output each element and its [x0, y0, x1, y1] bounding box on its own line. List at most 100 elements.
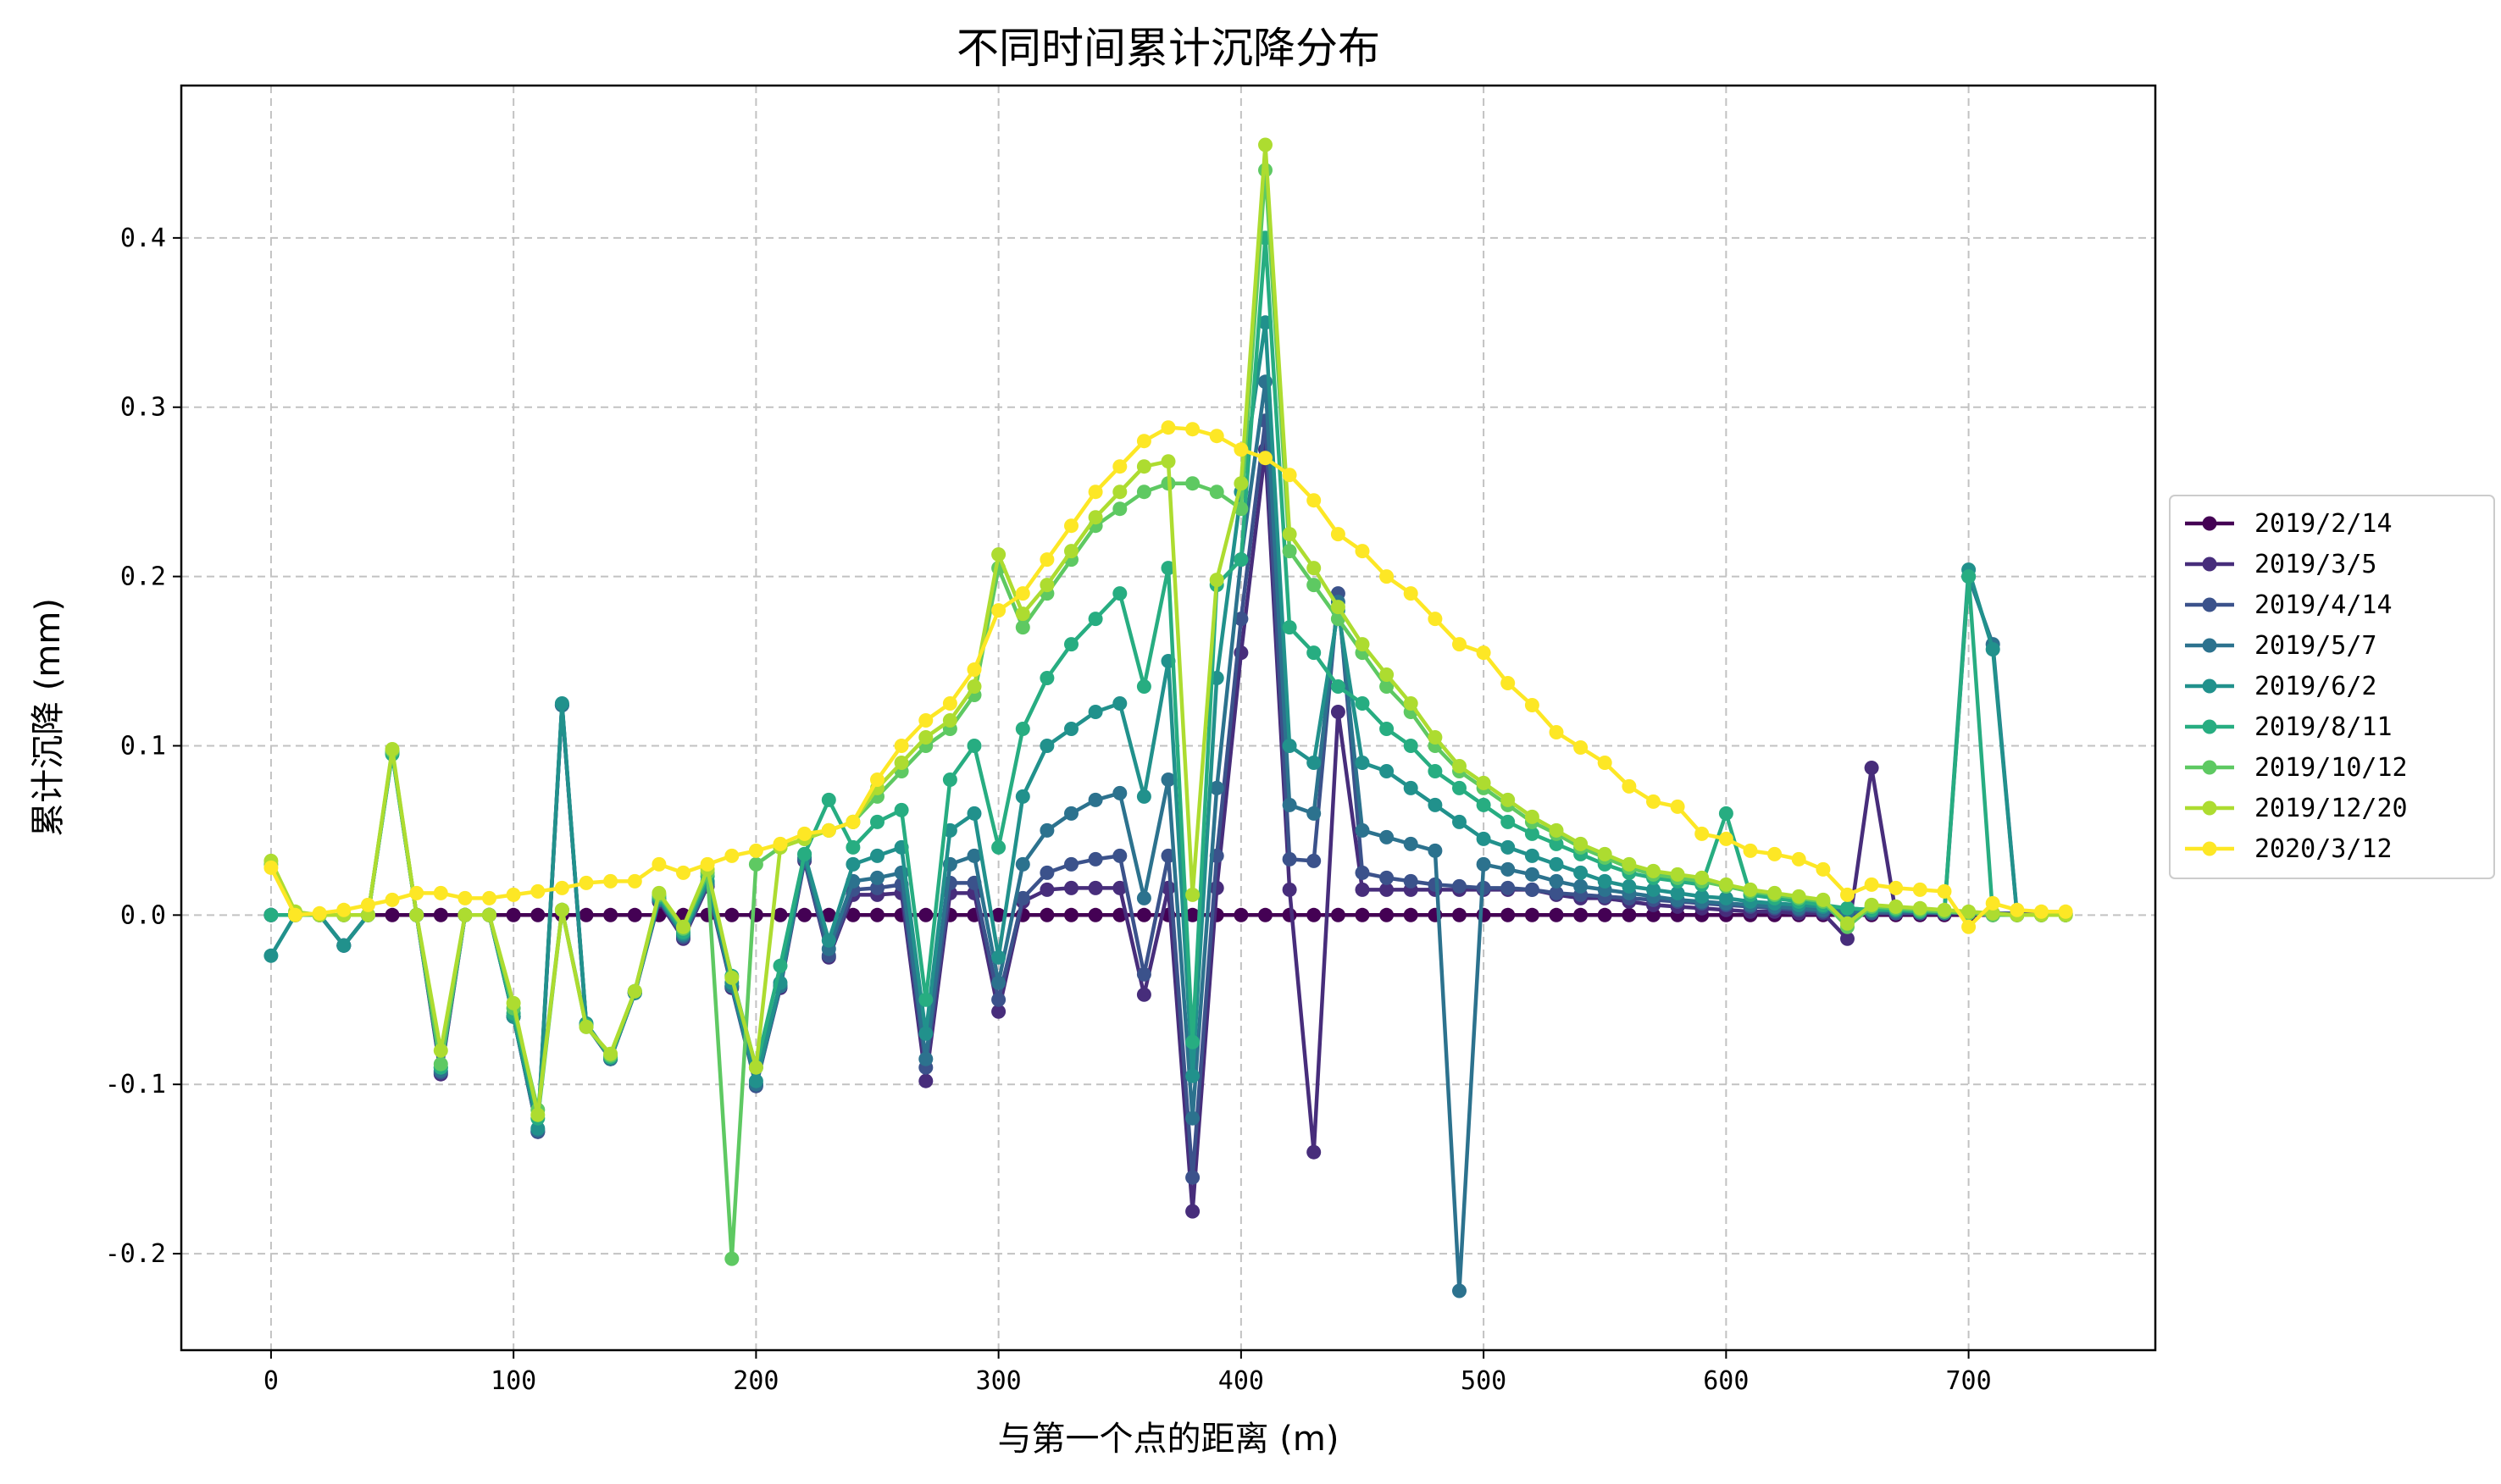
data-point	[821, 822, 836, 838]
data-point	[1161, 772, 1176, 787]
data-point	[870, 814, 884, 829]
data-point	[263, 907, 279, 922]
data-point	[1379, 882, 1395, 897]
data-point	[1306, 561, 1322, 576]
legend-item: 2019/12/20	[2185, 794, 2408, 823]
data-point	[1330, 705, 1345, 719]
data-point	[1040, 822, 1055, 838]
data-point	[336, 938, 352, 953]
data-point	[1282, 882, 1297, 897]
data-point	[1282, 468, 1297, 483]
data-point	[1549, 856, 1564, 872]
data-point	[1185, 907, 1201, 922]
data-point	[967, 806, 982, 821]
legend-label: 2019/5/7	[2254, 631, 2377, 661]
data-point	[1209, 573, 1224, 588]
data-point	[1403, 873, 1418, 889]
data-point	[1064, 907, 1079, 922]
data-point	[1088, 907, 1103, 922]
data-point	[1718, 877, 1733, 892]
data-point	[1597, 873, 1612, 889]
data-point	[1452, 814, 1467, 829]
data-point	[652, 856, 667, 872]
data-point	[1112, 459, 1128, 474]
data-point	[1452, 637, 1467, 652]
data-point	[991, 547, 1006, 562]
data-point	[1476, 797, 1491, 812]
series-9	[263, 420, 2073, 934]
data-point	[1306, 578, 1322, 593]
legend-label: 2019/2/14	[2254, 509, 2393, 539]
data-point	[1209, 485, 1224, 500]
data-point	[1718, 890, 1733, 905]
data-point	[1912, 882, 1927, 897]
data-point	[821, 933, 836, 948]
data-point	[1524, 809, 1539, 824]
data-point	[967, 662, 982, 677]
legend-marker	[2202, 638, 2217, 653]
data-point	[530, 907, 546, 922]
data-point	[1355, 544, 1370, 559]
legend-marker	[2202, 597, 2217, 612]
data-point	[579, 1019, 594, 1034]
x-tick-label: 300	[976, 1366, 1022, 1396]
data-point	[1524, 848, 1539, 863]
data-point	[1355, 822, 1370, 838]
data-point	[1185, 1170, 1201, 1185]
data-point	[433, 885, 448, 900]
data-point	[1112, 586, 1128, 601]
data-point	[1500, 676, 1516, 690]
data-point	[1840, 900, 1855, 916]
y-tick-label: 0.0	[120, 900, 166, 930]
data-point	[942, 713, 957, 728]
data-point	[1088, 705, 1103, 719]
y-tick-label: 0.4	[120, 224, 166, 253]
data-point	[1015, 620, 1030, 635]
data-point	[360, 897, 375, 912]
data-point	[579, 907, 594, 922]
series-8	[263, 137, 2073, 1122]
data-point	[603, 873, 618, 889]
data-point	[1112, 485, 1128, 500]
data-point	[530, 883, 546, 899]
data-point	[1524, 882, 1539, 897]
data-point	[288, 907, 302, 922]
data-point	[1136, 966, 1151, 982]
data-point	[942, 772, 957, 787]
legend-item: 2019/6/2	[2185, 672, 2377, 701]
data-point	[1234, 442, 1249, 457]
data-point	[1064, 637, 1079, 652]
data-point	[724, 848, 740, 863]
data-point	[1670, 799, 1685, 814]
data-point	[579, 875, 594, 890]
data-point	[870, 772, 884, 787]
data-point	[1597, 907, 1612, 922]
data-point	[1330, 907, 1345, 922]
data-point	[1573, 907, 1589, 922]
x-tick-label: 100	[491, 1366, 536, 1396]
data-point	[1136, 485, 1151, 500]
legend-label: 2019/8/11	[2254, 712, 2393, 742]
data-point	[1185, 1068, 1201, 1083]
data-point	[1428, 730, 1443, 745]
data-point	[1864, 877, 1879, 892]
data-point	[991, 907, 1006, 922]
data-point	[1743, 843, 1758, 858]
series-layer	[263, 137, 2073, 1298]
data-point	[506, 995, 521, 1011]
data-point	[1743, 882, 1758, 897]
data-point	[870, 848, 884, 863]
data-point	[1573, 836, 1589, 851]
data-point	[918, 907, 934, 922]
data-point	[482, 890, 496, 905]
data-point	[918, 1051, 934, 1066]
data-point	[1646, 907, 1661, 922]
data-point	[506, 907, 521, 922]
data-point	[821, 907, 836, 922]
data-point	[1597, 846, 1612, 861]
data-point	[458, 907, 473, 922]
legend-marker	[2202, 760, 2217, 775]
data-point	[1646, 794, 1661, 809]
data-point	[1767, 846, 1783, 861]
legend-label: 2019/10/12	[2254, 753, 2408, 783]
